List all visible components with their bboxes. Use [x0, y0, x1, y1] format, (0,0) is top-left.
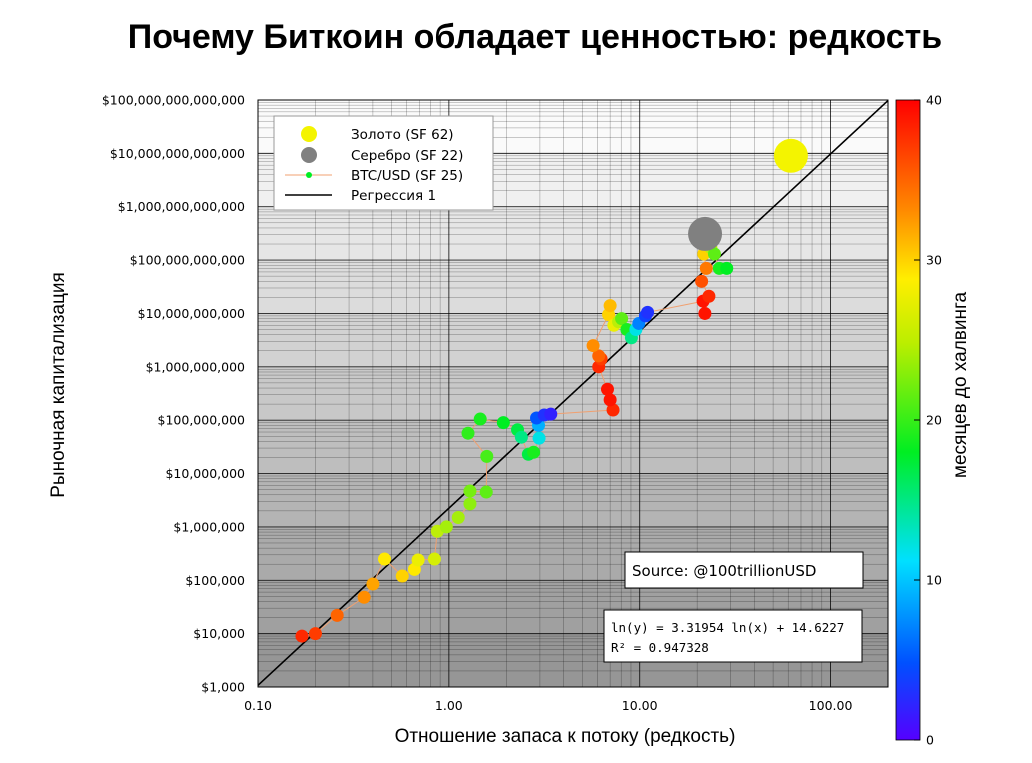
y-tick-label: $10,000,000,000,000 — [110, 146, 245, 161]
btc-data-point — [592, 349, 606, 363]
btc-data-point — [427, 552, 441, 566]
y-tick-label: $1,000,000 — [173, 519, 245, 534]
btc-data-point — [479, 485, 493, 499]
btc-data-point — [606, 403, 620, 417]
btc-data-point — [586, 339, 600, 353]
btc-data-point — [496, 416, 510, 430]
btc-data-point — [463, 497, 477, 511]
x-tick-label: 10.00 — [622, 698, 658, 713]
btc-data-point — [702, 289, 716, 303]
x-tick-label: 1.00 — [435, 698, 463, 713]
legend-btc-label: BTC/USD (SF 25) — [351, 168, 463, 184]
colorbar-tick-label: 20 — [926, 413, 942, 428]
plot-frame — [257, 99, 889, 688]
plot-band — [258, 313, 888, 367]
y-tick-label: $10,000 — [193, 626, 245, 641]
y-tick-label: $100,000,000,000 — [130, 253, 245, 268]
legend-silver-marker — [301, 147, 317, 163]
btc-data-point — [411, 553, 425, 567]
y-tick-label: $10,000,000 — [165, 466, 245, 481]
btc-data-point — [377, 552, 391, 566]
y-tick-label: $100,000 — [185, 573, 245, 588]
colorbar-tick-label: 10 — [926, 573, 942, 588]
plot-band — [258, 473, 888, 527]
colorbar-tick-label: 40 — [926, 93, 942, 108]
y-axis-label: Рыночная капитализация — [48, 272, 69, 498]
btc-data-point — [603, 393, 617, 407]
btc-data-point — [514, 430, 528, 444]
colorbar-ticks: 0 10 20 30 40 — [914, 93, 942, 748]
y-tick-label: $1,000 — [201, 680, 245, 695]
btc-data-point — [695, 274, 709, 288]
y-tick-label: $10,000,000,000 — [138, 306, 245, 321]
colorbar-tick-label: 0 — [926, 733, 934, 748]
r2-text: R² = 0.947328 — [611, 640, 709, 655]
btc-data-point — [295, 629, 309, 643]
page-title: Почему Биткоин обладает ценностью: редко… — [127, 18, 943, 56]
colorbar-tick-label: 30 — [926, 253, 942, 268]
btc-data-point — [532, 431, 546, 445]
regression-line — [258, 100, 888, 686]
btc-data-point — [600, 382, 614, 396]
plot-band — [258, 420, 888, 474]
btc-data-point — [698, 306, 712, 320]
btc-data-point — [707, 247, 721, 261]
btc-data-point — [461, 426, 475, 440]
equation-text: ln(y) = 3.31954 ln(x) + 14.6227 — [611, 620, 844, 635]
btc-data-point — [603, 299, 617, 313]
btc-data-point — [527, 445, 541, 459]
legend-gold-marker — [301, 126, 317, 142]
y-tick-label: $1,000,000,000,000 — [118, 199, 245, 214]
btc-data-point — [544, 407, 558, 421]
btc-data-point — [451, 511, 465, 525]
silver-point — [688, 216, 723, 251]
btc-data-point — [439, 520, 453, 534]
plot-band — [258, 260, 888, 314]
btc-data-point — [641, 305, 655, 319]
x-axis-ticks: 0.10 1.00 10.00 100.00 — [244, 698, 852, 713]
btc-data-point — [480, 449, 494, 463]
y-axis-ticks: $1,000 $10,000 $100,000 $1,000,000 $10,000,0… — [102, 93, 245, 695]
btc-data-point — [308, 627, 322, 641]
gold-point — [773, 138, 808, 173]
btc-data-point — [473, 412, 487, 426]
btc-data-point — [699, 261, 713, 275]
plot-band — [258, 206, 888, 261]
btc-data-point — [366, 577, 380, 591]
y-tick-label: $1,000,000,000 — [146, 359, 245, 374]
y-tick-label: $100,000,000 — [158, 413, 246, 428]
btc-data-point — [720, 261, 734, 275]
legend-silver-label: Серебро (SF 22) — [351, 148, 463, 164]
btc-data-point — [615, 312, 629, 326]
x-axis-label: Отношение запаса к потоку (редкость) — [395, 726, 736, 747]
btc-data-point — [357, 590, 371, 604]
colorbar: 0 10 20 30 40 месяцев до халвинга — [895, 93, 971, 748]
btc-data-point — [395, 569, 409, 583]
equation-annotation: ln(y) = 3.31954 ln(x) + 14.6227 R² = 0.9… — [603, 609, 863, 663]
source-text: Source: @100trillionUSD — [632, 562, 816, 580]
legend-regression-label: Регрессия 1 — [351, 188, 436, 204]
colorbar-label: месяцев до халвинга — [950, 291, 971, 478]
x-tick-label: 100.00 — [809, 698, 853, 713]
btc-data-point — [463, 484, 477, 498]
legend-gold-label: Золото (SF 62) — [351, 127, 454, 143]
x-tick-label: 0.10 — [244, 698, 272, 713]
y-tick-label: $100,000,000,000,000 — [102, 93, 245, 108]
legend-btc-marker — [306, 172, 312, 178]
source-annotation: Source: @100trillionUSD — [624, 551, 864, 589]
legend: Золото (SF 62) Серебро (SF 22) BTC/USD (… — [273, 115, 494, 211]
btc-data-point — [330, 608, 344, 622]
